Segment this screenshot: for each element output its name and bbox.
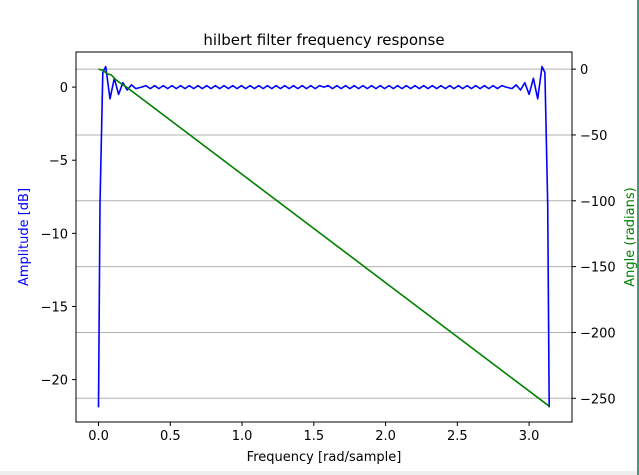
- left-tick-label-4: −20: [41, 374, 68, 389]
- x-tick-label-1: 0.5: [160, 429, 181, 444]
- x-tick-label-5: 2.5: [447, 429, 468, 444]
- angle-line: [98, 68, 550, 407]
- right-tick-label-3: −150: [580, 261, 616, 276]
- x-tick-label-2: 1.0: [232, 429, 253, 444]
- x-tick-label-4: 2.0: [375, 429, 396, 444]
- x-tick-label-0: 0.0: [88, 429, 109, 444]
- right-tick-label-1: −50: [580, 129, 607, 144]
- x-tick-label-6: 3.0: [519, 429, 540, 444]
- right-axis-ticks: 0 −50 −100 −150 −200 −250: [572, 63, 616, 407]
- right-tick-label-5: −250: [580, 392, 616, 407]
- window-right-edge: [637, 0, 639, 475]
- right-tick-label-2: −100: [580, 195, 616, 210]
- left-tick-label-0: 0: [60, 81, 68, 96]
- chart-title: hilbert filter frequency response: [203, 31, 444, 49]
- right-axis-label: Angle (radians): [623, 187, 638, 286]
- x-axis-label: Frequency [rad/sample]: [247, 450, 402, 465]
- left-axis-ticks: 0 −5 −10 −15 −20: [41, 81, 76, 389]
- series-layer: [97, 65, 550, 408]
- grid-lines: [76, 68, 572, 399]
- right-tick-label-4: −200: [580, 326, 616, 341]
- amplitude-line: [97, 65, 550, 408]
- x-tick-label-3: 1.5: [303, 429, 324, 444]
- left-axis-label: Amplitude [dB]: [17, 188, 32, 286]
- plot-area-frame: [75, 51, 573, 423]
- left-tick-label-1: −5: [49, 154, 68, 169]
- left-tick-label-3: −15: [41, 300, 68, 315]
- right-tick-label-0: 0: [580, 63, 588, 78]
- window-bottom-strip: [0, 471, 639, 475]
- left-tick-label-2: −10: [41, 227, 68, 242]
- x-axis-ticks: 0.0 0.5 1.0 1.5 2.0 2.5 3.0: [88, 422, 539, 444]
